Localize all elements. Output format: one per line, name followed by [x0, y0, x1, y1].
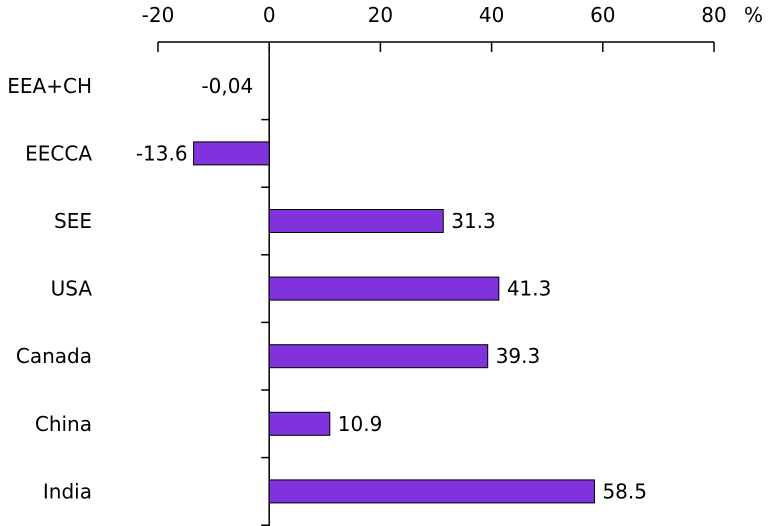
bar	[268, 479, 595, 504]
data-label: 39.3	[496, 344, 541, 368]
bar	[268, 411, 331, 436]
x-tick-label: 40	[479, 3, 504, 27]
category-label: USA	[51, 277, 93, 301]
y-axis	[261, 42, 270, 526]
category-labels: EEA+CH EECCA SEE USA Canada China India	[7, 74, 92, 504]
x-tick-label: 80	[701, 3, 726, 27]
bar	[268, 276, 500, 301]
bars	[193, 141, 595, 504]
x-tick-label: 20	[368, 3, 393, 27]
x-axis: -20 0 20 40 60 80%	[142, 3, 763, 52]
x-tick-label: -20	[142, 3, 175, 27]
bar	[193, 141, 270, 166]
data-label: 41.3	[507, 277, 552, 301]
data-label: 31.3	[451, 209, 496, 233]
x-tick-label: 0	[263, 3, 276, 27]
category-label: China	[35, 412, 92, 436]
category-label: India	[43, 479, 92, 503]
bar	[268, 209, 444, 233]
category-label: SEE	[54, 209, 92, 233]
data-label: -0,04	[201, 74, 253, 98]
category-label: EEA+CH	[7, 74, 92, 98]
data-label: 58.5	[602, 479, 647, 503]
bar	[268, 344, 489, 369]
category-label: EECCA	[25, 141, 92, 165]
data-labels: -0,04 -13.6 31.3 41.3 39.3 10.9 58.5	[136, 74, 647, 504]
x-tick-label: 60	[590, 3, 615, 27]
data-label: 10.9	[338, 412, 383, 436]
category-label: Canada	[16, 344, 92, 368]
unit-label: %	[744, 3, 763, 27]
data-label: -13.6	[136, 141, 188, 165]
